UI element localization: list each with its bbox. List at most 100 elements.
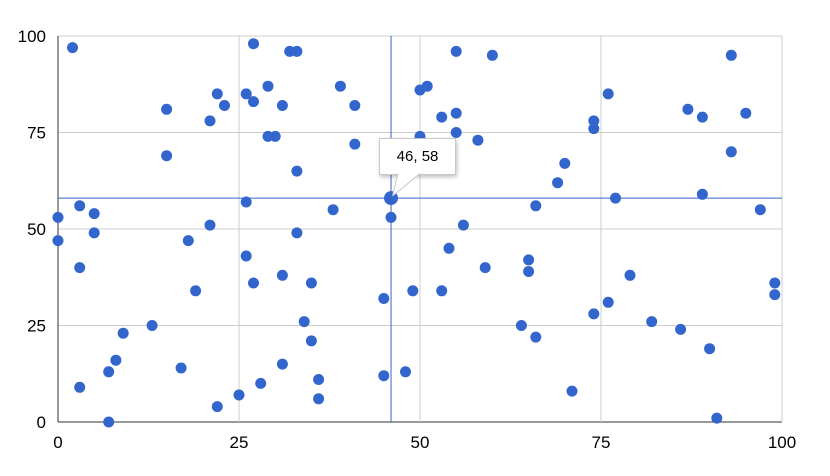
scatter-point[interactable] (769, 289, 781, 301)
scatter-point[interactable] (588, 123, 600, 135)
scatter-point[interactable] (276, 269, 288, 281)
scatter-point[interactable] (349, 138, 361, 150)
scatter-point[interactable] (610, 192, 621, 204)
scatter-point[interactable] (313, 393, 325, 405)
scatter-point[interactable] (269, 130, 281, 142)
scatter-point[interactable] (103, 366, 115, 378)
scatter-point[interactable] (725, 146, 737, 158)
scatter-point[interactable] (334, 80, 346, 92)
scatter-point[interactable] (725, 49, 737, 61)
scatter-point[interactable] (588, 115, 600, 127)
scatter-point[interactable] (769, 277, 781, 289)
scatter-point[interactable] (305, 277, 317, 289)
scatter-point[interactable] (240, 196, 252, 208)
scatter-point[interactable] (436, 111, 448, 123)
scatter-point[interactable] (161, 103, 173, 115)
scatter-point[interactable] (523, 266, 535, 277)
scatter-point[interactable] (117, 327, 129, 339)
scatter-point[interactable] (305, 335, 317, 347)
scatter-point[interactable] (204, 219, 216, 231)
scatter-point[interactable] (472, 134, 484, 146)
scatter-point[interactable] (602, 88, 614, 100)
scatter-point[interactable] (298, 316, 310, 328)
scatter-point[interactable] (103, 416, 115, 428)
scatter-point[interactable] (696, 188, 708, 200)
scatter-point[interactable] (219, 100, 230, 111)
scatter-point[interactable] (624, 269, 636, 281)
scatter-point[interactable] (211, 401, 223, 413)
scatter-point[interactable] (233, 389, 245, 401)
scatter-point[interactable] (291, 45, 303, 57)
scatter-point[interactable] (711, 412, 723, 424)
scatter-point[interactable] (646, 316, 658, 328)
scatter-point[interactable] (559, 157, 571, 169)
scatter-point[interactable] (262, 80, 274, 92)
scatter-point[interactable] (754, 204, 766, 216)
scatter-point[interactable] (291, 227, 303, 239)
scatter-point[interactable] (110, 354, 122, 366)
scatter-point[interactable] (588, 308, 600, 320)
scatter-point[interactable] (696, 111, 708, 123)
scatter-point[interactable] (88, 208, 100, 220)
scatter-point[interactable] (479, 262, 491, 274)
scatter-point[interactable] (276, 358, 288, 370)
scatter-point[interactable] (240, 88, 252, 100)
scatter-point[interactable] (327, 204, 339, 216)
scatter-point[interactable] (211, 88, 223, 100)
scatter-point[interactable] (515, 320, 527, 331)
tooltip-tail-border (392, 173, 399, 197)
scatter-point[interactable] (450, 45, 462, 57)
scatter-point[interactable] (443, 242, 455, 254)
x-axis-tick-label: 0 (53, 433, 62, 452)
y-axis-tick-label: 75 (27, 124, 46, 143)
scatter-point[interactable] (291, 165, 303, 177)
scatter-point[interactable] (407, 285, 419, 297)
scatter-point[interactable] (52, 235, 64, 247)
scatter-point[interactable] (566, 385, 578, 397)
scatter-point[interactable] (530, 200, 542, 212)
scatter-point[interactable] (204, 115, 216, 127)
scatter-point[interactable] (486, 49, 498, 61)
scatter-point[interactable] (161, 150, 173, 162)
scatter-point[interactable] (385, 211, 397, 223)
tooltip-callout-tail (392, 173, 421, 197)
x-axis-tick-label: 25 (230, 433, 249, 452)
scatter-point[interactable] (182, 235, 194, 247)
scatter-point[interactable] (704, 343, 716, 355)
scatter-point[interactable] (248, 38, 259, 50)
scatter-point[interactable] (248, 277, 259, 289)
scatter-point[interactable] (414, 84, 426, 96)
scatter-point[interactable] (74, 381, 86, 393)
scatter-point[interactable] (450, 107, 462, 119)
scatter-point[interactable] (436, 285, 448, 297)
scatter-point[interactable] (349, 100, 361, 111)
scatter-point[interactable] (52, 211, 64, 223)
scatter-point[interactable] (675, 323, 687, 335)
scatter-point[interactable] (313, 374, 325, 385)
scatter-point[interactable] (88, 227, 100, 239)
scatter-point[interactable] (276, 100, 288, 111)
scatter-point[interactable] (457, 219, 469, 231)
scatter-point[interactable] (740, 107, 752, 119)
scatter-point[interactable] (175, 362, 187, 374)
scatter-point[interactable] (523, 254, 535, 266)
scatter-point[interactable] (67, 42, 78, 54)
scatter-point[interactable] (146, 320, 158, 331)
scatter-point[interactable] (450, 127, 462, 138)
scatter-point[interactable] (682, 103, 694, 115)
scatter-point[interactable] (74, 262, 86, 274)
scatter-point[interactable] (552, 177, 564, 189)
y-axis-tick-label: 0 (37, 413, 46, 432)
scatter-point[interactable] (248, 96, 259, 108)
tooltip: 46, 58 (379, 138, 457, 176)
scatter-point[interactable] (255, 377, 267, 389)
scatter-point[interactable] (530, 331, 542, 343)
scatter-point[interactable] (240, 250, 252, 262)
scatter-point[interactable] (74, 200, 86, 212)
scatter-point[interactable] (190, 285, 202, 297)
scatter-point[interactable] (400, 366, 411, 378)
scatter-point[interactable] (378, 370, 390, 382)
scatter-point[interactable] (602, 296, 614, 308)
scatter-point[interactable] (378, 293, 390, 304)
